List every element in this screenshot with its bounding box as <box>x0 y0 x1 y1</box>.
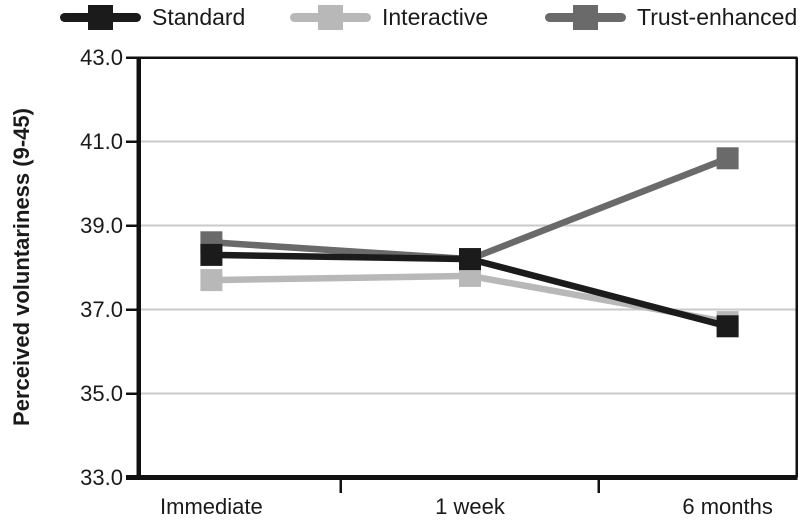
data-point-marker-standard <box>200 243 223 266</box>
y-tick-label: 33.0 <box>80 464 123 490</box>
y-tick-label: 39.0 <box>80 212 123 238</box>
y-tick-label: 37.0 <box>80 296 123 322</box>
interactive-series-marker-icon <box>290 4 371 31</box>
series-line-trust-enhanced <box>211 155 729 263</box>
legend-label: Trust-enhanced <box>637 4 798 30</box>
legend-label: Interactive <box>382 4 489 30</box>
x-tick-label: Immediate <box>160 494 263 519</box>
data-point-marker-standard <box>459 248 482 271</box>
trust-enhanced-series-marker-icon <box>545 4 626 31</box>
legend-item-trust-enhanced: Trust-enhanced <box>545 4 797 31</box>
data-point-marker-trust-enhanced <box>716 147 739 170</box>
y-tick-label: 41.0 <box>80 128 123 154</box>
legend-square-swatch <box>573 5 598 30</box>
legend-item-standard: Standard <box>60 4 245 31</box>
data-point-marker-interactive <box>459 264 482 287</box>
y-tick-label: 43.0 <box>80 44 123 70</box>
legend-square-swatch <box>88 5 113 30</box>
data-point-marker-standard <box>716 315 739 338</box>
x-tick-label: 1 week <box>435 494 505 519</box>
standard-series-marker-icon <box>60 4 141 31</box>
x-tick-label: 6 months <box>682 494 773 519</box>
data-point-marker-interactive <box>200 269 223 292</box>
legend-item-interactive: Interactive <box>290 4 488 31</box>
legend-label: Standard <box>152 4 246 30</box>
legend-square-swatch <box>318 5 343 30</box>
y-tick-label: 35.0 <box>80 380 123 406</box>
